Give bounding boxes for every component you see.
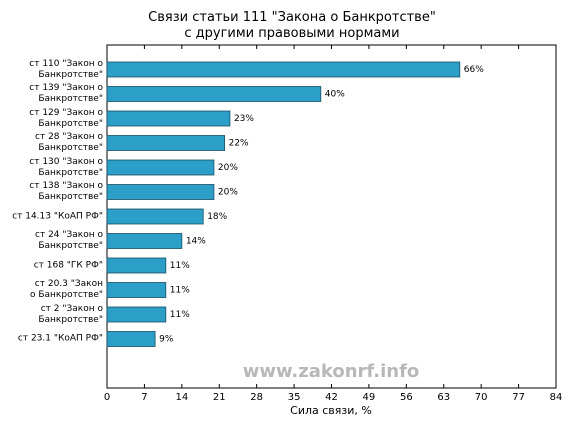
y-tick-label: ст 23.1 "КоАП РФ"	[17, 333, 103, 344]
value-label: 22%	[229, 139, 249, 149]
y-tick-label: ст 129 "Закон о Банкротстве"	[29, 107, 103, 129]
y-tick-label: ст 130 "Закон о Банкротстве"	[29, 156, 103, 178]
x-tick-label: 63	[437, 392, 450, 403]
y-tick-label: ст 20.3 "Закон о Банкротстве"	[29, 279, 103, 300]
y-tick-label: ст 139 "Закон о Банкротстве"	[29, 83, 103, 104]
value-label: 66%	[464, 65, 484, 75]
x-tick-label: 0	[104, 392, 110, 403]
x-axis-label: Сила связи, %	[290, 404, 372, 417]
x-tick-label: 21	[213, 392, 226, 403]
bar	[106, 306, 167, 323]
x-tick-label: 77	[512, 392, 525, 403]
bar	[106, 135, 225, 151]
value-label: 20%	[218, 188, 238, 198]
y-tick-label: ст 14.13 "КоАП РФ"	[12, 211, 103, 221]
x-tick-label: 84	[550, 392, 563, 403]
value-label: 40%	[325, 90, 345, 100]
bar	[106, 61, 461, 78]
bar	[106, 86, 322, 102]
y-tick-label: ст 24 "Закон о Банкротстве"	[35, 230, 103, 251]
x-tick-label: 56	[400, 392, 413, 403]
y-tick-label: ст 28 "Закон о Банкротстве"	[35, 132, 103, 153]
chart-title: Связи статьи 111 "Закона о Банкротстве" …	[148, 10, 436, 41]
x-tick-label: 49	[363, 392, 376, 403]
watermark: www.zakonrf.info	[243, 361, 420, 382]
bar	[106, 208, 204, 225]
bar	[106, 233, 183, 249]
value-label: 11%	[170, 261, 190, 271]
value-label: 23%	[234, 114, 254, 124]
y-tick-label: ст 168 "ГК РФ"	[33, 260, 103, 270]
bar	[106, 184, 215, 200]
x-tick-label: 28	[250, 392, 263, 403]
value-label: 11%	[170, 310, 190, 320]
value-label: 14%	[186, 237, 206, 247]
bar	[106, 331, 156, 347]
x-tick-label: 14	[175, 392, 188, 403]
x-tick-label: 70	[475, 392, 488, 403]
y-tick-label: ст 2 "Закон о Банкротстве"	[38, 303, 103, 325]
bar	[106, 257, 167, 274]
bar	[106, 110, 231, 127]
y-tick-label: ст 138 "Закон о Банкротстве"	[29, 181, 103, 202]
value-label: 18%	[207, 212, 227, 222]
value-label: 9%	[159, 335, 174, 345]
x-tick-label: 42	[325, 392, 338, 403]
x-tick-label: 7	[141, 392, 147, 403]
y-tick-label: ст 110 "Закон о Банкротстве"	[29, 58, 103, 80]
value-label: 11%	[170, 286, 190, 296]
value-label: 20%	[218, 163, 238, 173]
bar	[106, 159, 215, 176]
bar	[106, 282, 167, 298]
x-tick-label: 35	[288, 392, 301, 403]
